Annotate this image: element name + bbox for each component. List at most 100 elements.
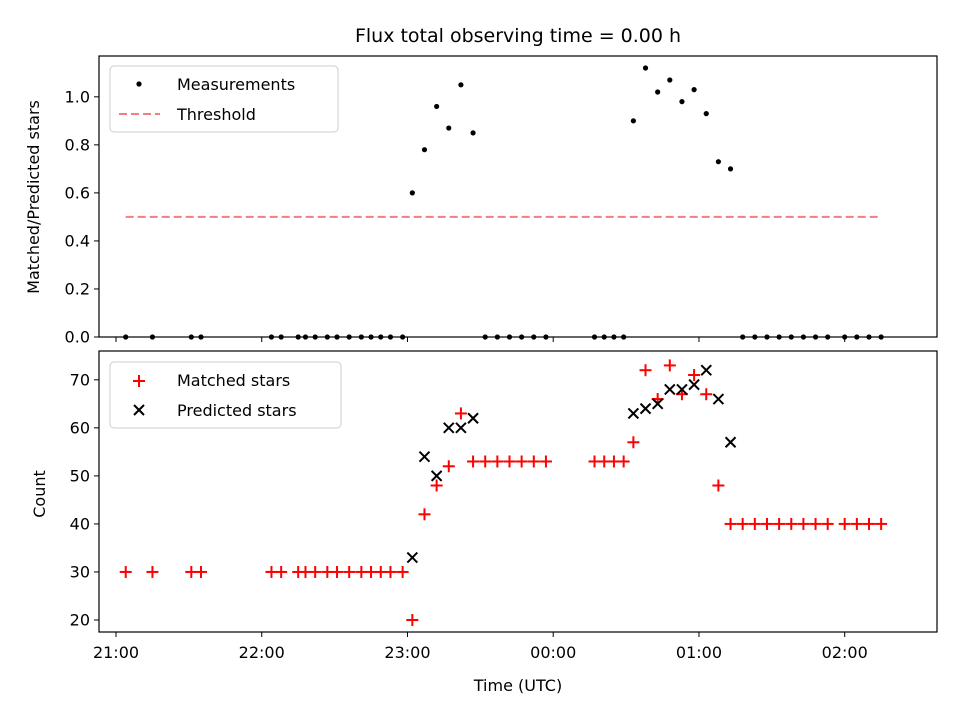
y-tick-label: 20 [70,610,90,629]
matched-stars-point [797,517,810,530]
y-tick-label: 0.2 [65,279,90,298]
x-tick-label: 22:00 [239,643,285,662]
measurements-point [667,77,673,83]
measurements-point [630,118,636,124]
measurements-legend-label: Measurements [177,75,295,94]
predicted-stars-point [418,450,431,463]
predicted-stars-point [467,412,479,424]
y-tick-label: 70 [70,370,90,389]
predicted-stars-point [627,407,640,420]
matched-stars-point [515,455,528,468]
matched-stars-point [479,455,492,468]
predicted-stars-legend-label: Predicted stars [177,401,297,420]
matched-stars-point [617,455,630,468]
matched-stars-point [663,359,676,372]
measurements-point [715,159,721,165]
measurements-point [727,166,734,172]
matched-stars-point [343,565,356,578]
y-tick-label: 30 [70,562,90,581]
ratio-legend: Measurements Threshold [109,65,339,133]
matched-stars-point [467,455,480,468]
ratio-legend-box [109,65,339,133]
matched-stars-point [724,517,737,530]
predicted-stars-point [406,551,419,564]
matched-stars-point [309,565,322,578]
predicted-stars-point [700,364,712,376]
chart-title: Flux total observing time = 0.00 h [355,25,681,47]
matched-stars-point [700,388,713,401]
x-tick-label: 02:00 [822,643,868,662]
ratio-y-ticks: 0.0 0.2 0.4 0.6 0.8 1.0 [65,87,99,347]
measurements-point [458,82,464,88]
x-tick-label: 01:00 [676,643,722,662]
x-tick-label: 21:00 [93,643,139,662]
predicted-stars-point [455,422,467,434]
measurements-point [679,99,685,105]
matched-stars-legend-marker [133,375,145,387]
count-series [119,359,888,626]
matched-stars-point [406,613,419,626]
x-tick-label: 23:00 [384,643,430,662]
count-y-ticks: 20 30 40 50 60 70 [70,370,99,629]
matched-stars-point [809,517,822,530]
measurements-point [691,87,697,93]
measurements-point [703,111,709,117]
ratio-panel: Flux total observing time = 0.00 h Match… [24,25,938,347]
measurements-point [642,65,649,71]
y-tick-label: 50 [70,466,90,485]
y-tick-label: 1.0 [65,87,90,106]
predicted-stars-point [443,422,455,434]
y-tick-label: 60 [70,418,90,437]
matched-stars-point [331,565,344,578]
matched-stars-point [418,508,431,521]
matched-stars-point [688,369,701,382]
y-tick-label: 0.6 [65,183,90,202]
measurements-point [470,130,476,136]
predicted-stars-point [688,378,700,391]
matched-stars-point [736,517,749,530]
x-tick-label: 00:00 [530,643,576,662]
matched-stars-point [384,565,397,578]
matched-stars-point [491,455,504,468]
predicted-stars-point [430,470,443,482]
y-tick-label: 0.4 [65,231,90,250]
matched-stars-point [773,517,786,530]
ratio-plot-frame [98,55,938,338]
matched-stars-point [442,460,455,473]
y-tick-label: 0.0 [65,328,90,347]
measurements-point [421,147,428,153]
y-tick-label: 0.8 [65,135,90,154]
ratio-x-ticks [115,337,846,342]
matched-stars-point [760,517,773,530]
threshold-legend-label: Threshold [176,105,256,124]
ratio-series [123,65,884,340]
predicted-stars-legend-marker [133,404,145,416]
measurements-point [446,125,452,131]
matched-stars-point [195,565,208,578]
predicted-stars-point [676,383,688,396]
count-legend-box [109,361,342,429]
matched-stars-point [875,517,888,530]
ratio-y-axis-label: Matched/Predicted stars [24,100,43,294]
matched-stars-point [503,455,516,468]
matched-stars-point [785,517,798,530]
matched-stars-point [862,517,875,530]
count-x-ticks: 21:00 22:00 23:00 00:00 01:00 02:00 [93,632,868,662]
measurements-point [409,190,415,196]
count-panel: Count Time (UTC) 20 30 40 50 60 70 21:00 22:00… [30,350,938,695]
matched-stars-point [119,565,132,578]
matched-stars-point [850,517,863,530]
matched-stars-point [430,479,443,492]
matched-stars-point [639,364,652,377]
matched-stars-point [396,565,409,578]
predicted-stars-point [639,402,652,415]
measurements-point [434,103,440,110]
count-y-axis-label: Count [30,470,49,518]
matched-stars-point [627,436,640,449]
matched-stars-point [821,517,834,530]
predicted-stars-point [712,393,725,405]
matched-stars-legend-label: Matched stars [177,371,290,390]
count-x-axis-label: Time (UTC) [473,676,562,695]
matched-stars-point [454,407,467,420]
